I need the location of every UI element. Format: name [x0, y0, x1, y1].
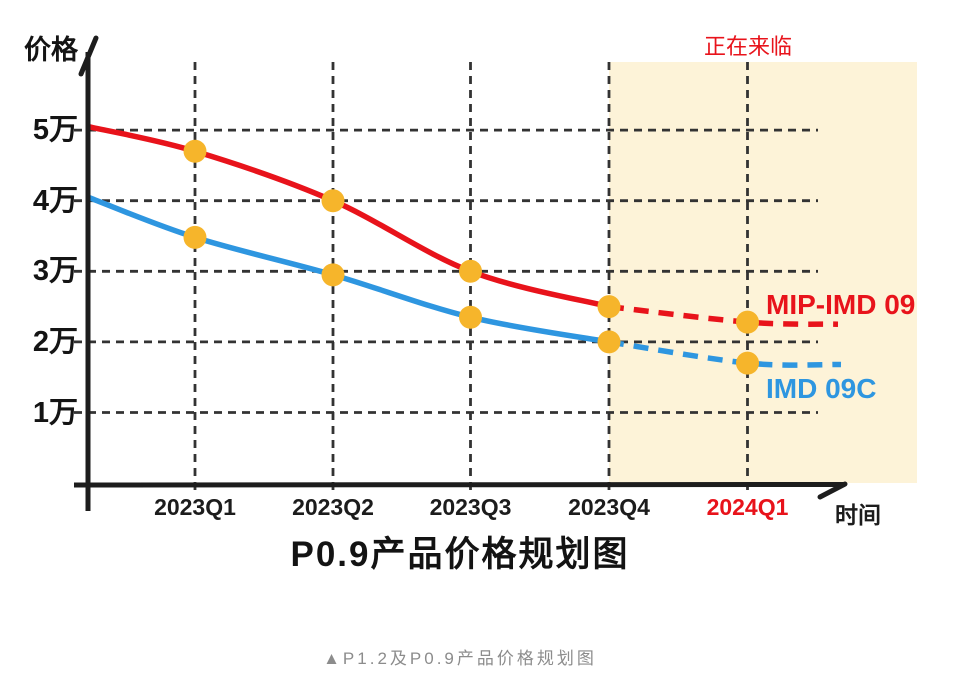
chart-plot-area [73, 35, 917, 511]
x-tick-label: 2023Q1 [154, 494, 236, 520]
data-point-marker [736, 310, 759, 334]
figure-caption: ▲P1.2及P0.9产品价格规划图 [323, 649, 597, 668]
y-axis-arrow [78, 35, 99, 77]
y-tick-label: 2万 [32, 325, 78, 358]
data-point-marker [321, 189, 345, 213]
price-planning-chart: 价格 5万 4万 3万 2万 1万 2023Q1 2023Q2 2023Q3 2… [24, 34, 917, 574]
y-tick-label: 5万 [32, 114, 78, 147]
x-axis-title: 时间 [835, 502, 881, 528]
x-tick-label: 2023Q2 [292, 494, 374, 520]
forecast-annotation: 正在来临 [703, 34, 792, 59]
chart-title: P0.9产品价格规划图 [290, 535, 630, 574]
x-tick-label: 2023Q3 [429, 494, 512, 520]
x-tick-label: 2023Q4 [568, 494, 650, 520]
data-point-marker [597, 330, 621, 354]
data-point-marker [736, 351, 759, 375]
data-point-marker [321, 263, 345, 287]
x-tick-label: 2024Q1 [706, 494, 789, 520]
price-curve-imd-09c-solid [87, 194, 610, 345]
data-point-marker [459, 305, 482, 329]
data-point-marker [183, 225, 207, 249]
y-tick-label: 4万 [32, 184, 78, 217]
x-axis-arrow [817, 481, 848, 500]
series-label-imd-09c: IMD 09C [766, 373, 877, 404]
data-point-marker [459, 259, 482, 283]
y-tick-label: 3万 [32, 255, 78, 288]
data-point-marker [183, 139, 207, 163]
x-axis-line [73, 482, 846, 488]
y-tick-label: 1万 [32, 396, 78, 429]
y-axis-title: 价格 [24, 35, 78, 65]
price-curve-imd-09c-projected [608, 339, 842, 368]
series-label-mip-imd-09: MIP-IMD 09 [766, 289, 916, 320]
data-point-marker [597, 295, 621, 319]
